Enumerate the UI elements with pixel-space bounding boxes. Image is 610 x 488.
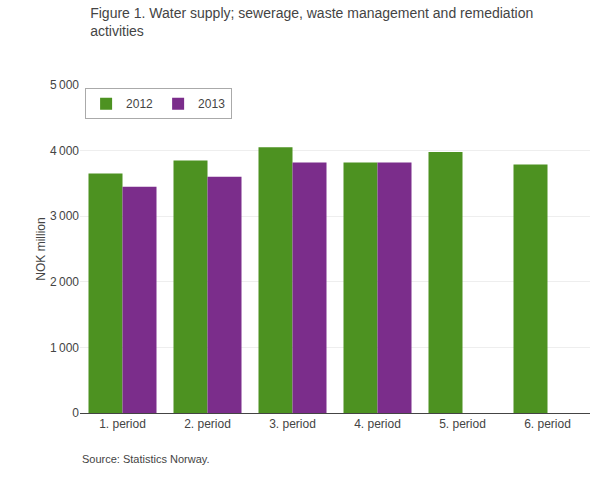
- svg-text:1. period: 1. period: [99, 417, 146, 431]
- svg-text:5. period: 5. period: [439, 417, 486, 431]
- svg-text:2. period: 2. period: [184, 417, 231, 431]
- svg-text:2 000: 2 000: [50, 275, 79, 289]
- svg-text:2013: 2013: [198, 97, 225, 111]
- svg-text:Figure 1. Water supply; sewera: Figure 1. Water supply; sewerage, waste …: [90, 5, 533, 39]
- svg-text:4. period: 4. period: [354, 417, 401, 431]
- svg-text:NOK million: NOK million: [34, 217, 48, 280]
- svg-text:0: 0: [72, 406, 79, 420]
- svg-text:2012: 2012: [126, 97, 153, 111]
- svg-text:1 000: 1 000: [50, 341, 79, 355]
- svg-text:Source: Statistics Norway.: Source: Statistics Norway.: [82, 453, 210, 465]
- svg-text:3. period: 3. period: [269, 417, 316, 431]
- svg-text:5 000: 5 000: [50, 78, 79, 92]
- svg-text:6. period: 6. period: [524, 417, 571, 431]
- svg-text:3 000: 3 000: [50, 209, 79, 223]
- svg-text:4 000: 4 000: [50, 144, 79, 158]
